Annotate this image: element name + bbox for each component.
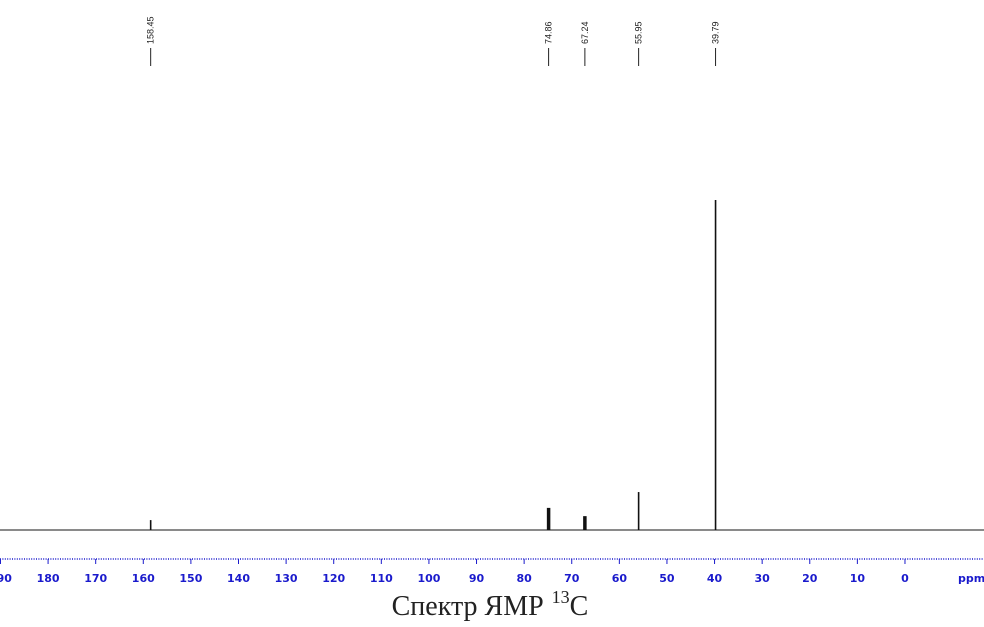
- x-tick-label: 150: [179, 572, 202, 585]
- peak-label: 67.24: [580, 21, 590, 44]
- peak-label: 158.45: [146, 16, 156, 44]
- x-tick-label: 130: [275, 572, 298, 585]
- x-tick-label: 180: [37, 572, 60, 585]
- title-text: Спектр ЯМР: [392, 591, 544, 622]
- x-tick-label: 10: [850, 572, 866, 585]
- title-suffix: C: [570, 591, 589, 622]
- x-tick-label: 60: [612, 572, 628, 585]
- x-tick-label: 110: [370, 572, 393, 585]
- x-axis-label: ppm: [958, 572, 984, 585]
- chart-title: Спектр ЯМР 13C: [392, 587, 589, 622]
- x-tick-label: 90: [469, 572, 485, 585]
- x-tick-label: 100: [417, 572, 440, 585]
- title-superscript: 13: [552, 587, 570, 607]
- peak-label: 74.86: [544, 21, 554, 44]
- x-tick-label: 50: [659, 572, 675, 585]
- peak-label: 39.79: [711, 21, 721, 44]
- x-tick-label: 160: [132, 572, 155, 585]
- x-tick-label: 170: [84, 572, 107, 585]
- x-tick-label: 30: [755, 572, 771, 585]
- peak-label: 55.95: [634, 21, 644, 44]
- x-tick-label: 20: [802, 572, 818, 585]
- x-tick-label: 70: [564, 572, 580, 585]
- x-tick-label: 190: [0, 572, 12, 585]
- x-tick-label: 140: [227, 572, 250, 585]
- x-tick-label: 0: [901, 572, 909, 585]
- x-tick-label: 120: [322, 572, 345, 585]
- x-tick-label: 40: [707, 572, 723, 585]
- x-tick-label: 80: [516, 572, 532, 585]
